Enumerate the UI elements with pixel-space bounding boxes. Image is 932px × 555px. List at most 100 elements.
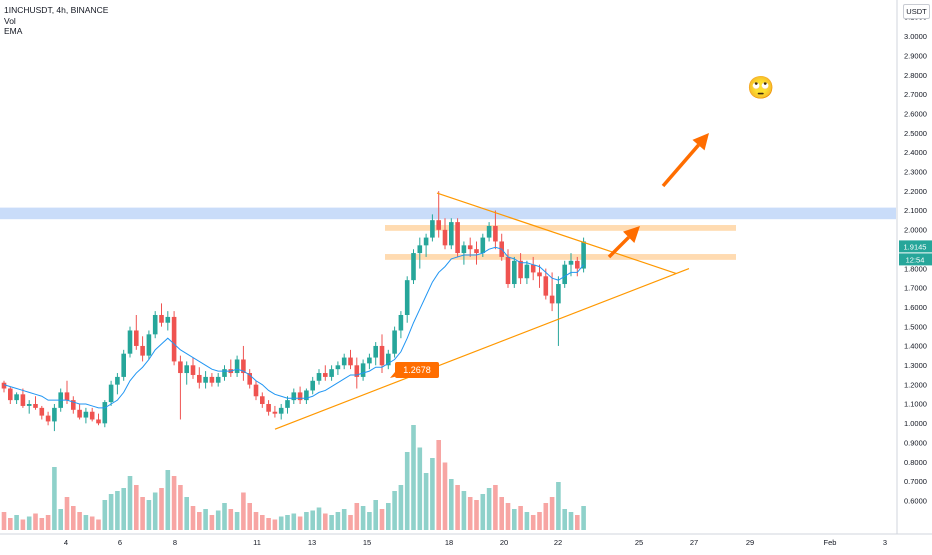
price-tick-label: 1.5000 — [904, 322, 927, 331]
volume-bar — [379, 509, 385, 530]
volume-bar — [83, 515, 89, 530]
candle-body — [266, 404, 271, 412]
candle-body — [8, 388, 13, 401]
volume-bar — [386, 503, 391, 530]
candle-body — [285, 400, 290, 408]
last-price-tag: 1.9145 12:54 — [899, 240, 932, 266]
candle-body — [297, 392, 303, 401]
candle-body — [71, 400, 76, 410]
volume-bar — [234, 512, 240, 530]
legend-symbol[interactable]: 1INCHUSDT, 4h, BINANCE — [4, 5, 109, 15]
volume-bar — [272, 519, 278, 530]
volume-bar — [499, 497, 504, 530]
candle-body — [461, 245, 467, 254]
price-callout: 1.2678 — [390, 362, 439, 378]
candle-body — [423, 237, 429, 246]
price-tick-label: 1.3000 — [904, 361, 927, 370]
volume-bar — [467, 497, 473, 530]
price-tick-label: 2.9000 — [904, 51, 927, 60]
candle-body — [20, 394, 26, 406]
time-tick-label: 3 — [883, 538, 887, 547]
time-tick-label: 15 — [363, 538, 371, 547]
price-tick-label: 0.7000 — [904, 477, 927, 486]
volume-bar — [64, 497, 70, 530]
volume-bar — [455, 485, 460, 530]
price-tick-label: 0.6000 — [904, 496, 927, 505]
volume-bar — [260, 515, 265, 530]
volume-bar — [159, 488, 164, 530]
volume-bar — [108, 494, 114, 530]
price-callout-pointer — [390, 372, 398, 378]
volume-bar — [58, 509, 63, 530]
eye-roll-emoji: 🙄 — [747, 75, 774, 101]
countdown-value: 12:54 — [906, 255, 925, 264]
volume-bar — [45, 515, 51, 530]
volume-bar — [52, 467, 57, 530]
volume-bar — [461, 491, 467, 530]
candle-body — [549, 295, 555, 304]
volume-bar — [398, 485, 404, 530]
candle-body — [234, 359, 240, 374]
time-tick-label: 29 — [746, 538, 754, 547]
volume-bar — [373, 500, 378, 530]
volume-bar — [165, 470, 171, 530]
resistance-zone-orange-upper — [385, 225, 736, 231]
volume-bar — [323, 513, 328, 530]
volume-bar — [518, 506, 523, 530]
volume-bar — [562, 509, 567, 530]
candle-body — [505, 256, 511, 285]
arrow-head — [623, 226, 640, 243]
volume-bar — [329, 515, 334, 530]
chart-legend: 1INCHUSDT, 4h, BINANCE Vol EMA — [4, 5, 108, 37]
price-tick-label: 2.1000 — [904, 206, 927, 215]
candle-body — [537, 272, 542, 277]
volume-bar — [146, 500, 152, 530]
candle-body — [121, 353, 126, 377]
volume-bar — [423, 473, 429, 530]
candle-body — [304, 390, 309, 401]
candle-body — [575, 260, 580, 269]
candle-body — [178, 361, 183, 374]
candle-body — [190, 365, 196, 375]
countdown-tag-bg — [899, 253, 932, 266]
candle-body — [386, 353, 391, 366]
volume-bar — [493, 485, 498, 530]
legend-ema[interactable]: EMA — [4, 26, 23, 36]
volume-bar — [39, 518, 45, 530]
volume-bar — [581, 506, 586, 530]
price-tick-label: 0.9000 — [904, 438, 927, 447]
candle-body — [474, 249, 479, 254]
candle-body — [467, 245, 473, 250]
time-tick-label: 4 — [64, 538, 68, 547]
volume-bar — [171, 476, 177, 530]
volume-bar — [20, 519, 26, 530]
volume-bar — [140, 497, 145, 530]
legend-vol[interactable]: Vol — [4, 15, 16, 26]
candle-body — [556, 284, 561, 304]
candle-body — [316, 373, 322, 381]
price-tick-label: 1.6000 — [904, 303, 927, 312]
candle-body — [512, 260, 517, 285]
price-tick-label: 1.4000 — [904, 342, 927, 351]
volume-bar — [549, 497, 555, 530]
price-callout-box — [395, 362, 439, 378]
time-tick-label: 20 — [500, 538, 508, 547]
price-tick-label: 1.0000 — [904, 419, 927, 428]
candle-body — [39, 407, 45, 416]
volume-bar — [480, 494, 486, 530]
volume-bar — [215, 510, 221, 530]
candle-body — [83, 411, 89, 418]
volume-bar — [121, 488, 126, 530]
arrow-shaft — [607, 236, 630, 259]
candle-body — [52, 407, 57, 422]
candle-body — [404, 280, 410, 315]
candle-body — [108, 384, 114, 403]
price-tick-label: 1.8000 — [904, 264, 927, 273]
candle-body — [77, 409, 82, 418]
price-tick-label: 2.3000 — [904, 168, 927, 177]
volume-bar — [543, 503, 549, 530]
time-tick-label: 18 — [445, 538, 453, 547]
currency-button[interactable]: USDT — [903, 4, 930, 19]
